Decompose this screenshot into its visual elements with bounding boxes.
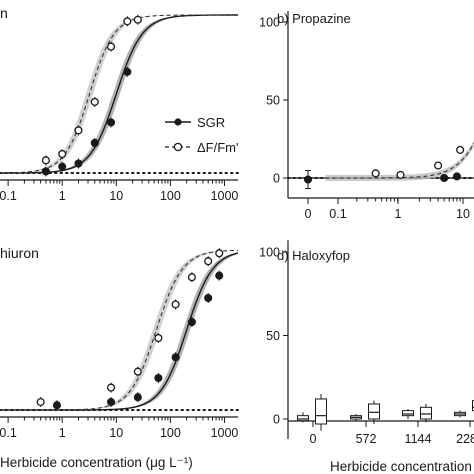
c-sgr-point: [215, 271, 224, 280]
a-sgr-point: [58, 162, 67, 171]
c-sgr-point: [154, 373, 163, 383]
b-sgr-point: [303, 175, 313, 184]
a-sgr-point: [107, 118, 116, 127]
a-dff-point: [107, 42, 116, 51]
a-dff-fit-curve: [0, 14, 238, 174]
b-dff-fit-curve: [325, 142, 474, 179]
b-x-tick-label: 0.1: [329, 207, 346, 221]
panel-b-title: b) Propazine: [277, 11, 351, 26]
c-dff-point: [107, 383, 116, 392]
c-x-tick-label: 1: [59, 426, 66, 440]
b-x-tick-label: 10: [456, 207, 470, 221]
c-sgr-point: [204, 293, 213, 303]
d-sgr-box: [402, 410, 414, 417]
a-sgr-point: [74, 159, 83, 168]
c-sgr-point: [171, 353, 180, 362]
panel-a-x-axis: 0.1 1 10 100 1000: [0, 179, 239, 203]
b-dff-point: [371, 169, 380, 178]
c-x-tick-label: 0.1: [0, 426, 17, 440]
d-sgr-box: [297, 415, 309, 422]
c-dff-point: [36, 397, 45, 407]
panel-b-x-axis: 0 0.1 1 10: [288, 197, 474, 221]
d-x-tick-label: 572: [356, 432, 377, 446]
panel-d-y-axis: 0 50 100: [259, 240, 289, 439]
panel-c: hiuron 0.1 1 10 100 1000 Herbicide concentra…: [0, 245, 239, 470]
c-sgr-point: [52, 401, 62, 410]
panel-c-title: hiuron: [0, 245, 39, 261]
c-sgr-fit-curve: [0, 252, 239, 411]
c-x-tick-label: 100: [160, 426, 181, 440]
b-dff-point: [456, 145, 465, 154]
legend-dff-label: ΔF/Fm': [197, 140, 239, 155]
d-y-tick-label: 0: [273, 413, 280, 427]
panel-c-x-axis-label: Herbicide concentration (μg L⁻¹): [0, 455, 193, 470]
b-sgr-point: [440, 173, 449, 183]
panel-d-x-axis: 0 572 1144 2287: [288, 420, 474, 446]
panel-a-title: n: [0, 5, 8, 21]
a-dff-point: [90, 97, 99, 106]
a-sgr-point: [123, 67, 132, 76]
c-dff-point: [204, 257, 213, 266]
b-y-tick-label: 0: [273, 172, 280, 186]
b-x-tick-label: 0: [305, 207, 312, 221]
c-sgr-point: [133, 393, 142, 402]
c-dff-point: [133, 367, 142, 376]
c-dff-point: [187, 273, 196, 282]
legend-sgr-label: SGR: [197, 115, 225, 130]
d-dff-box: [368, 403, 380, 420]
a-dff-point: [123, 17, 132, 26]
a-sgr-point: [41, 167, 50, 176]
panel-a: n 0.1 1 10 100 1000 SGR ΔF/Fm': [0, 5, 239, 203]
c-sgr-point: [187, 317, 196, 327]
c-dff-point: [154, 333, 163, 343]
c-x-tick-label: 10: [109, 426, 123, 440]
legend-sgr-marker: [174, 118, 182, 126]
c-dff-fit-curve: [0, 249, 238, 411]
panel-d-x-axis-label: Herbicide concentration: [330, 459, 472, 474]
c-sgr-confidence-band: [0, 252, 238, 410]
b-dff-point: [434, 161, 443, 170]
b-y-tick-label: 50: [266, 94, 280, 108]
d-dff-box: [315, 398, 327, 425]
a-x-tick-label: 10: [109, 189, 123, 203]
b-x-tick-label: 1: [395, 207, 402, 221]
b-sgr-point: [452, 172, 461, 181]
a-dff-point: [133, 15, 142, 24]
c-x-tick-label: 1000: [211, 426, 239, 440]
d-x-tick-label: 0: [310, 432, 317, 446]
d-x-tick-label: 1144: [405, 432, 432, 446]
c-sgr-point: [107, 397, 116, 407]
panel-d-title: d) Haloxyfop: [277, 248, 350, 263]
panel-a-legend: SGR ΔF/Fm': [165, 115, 239, 155]
d-y-tick-label: 100: [259, 246, 280, 260]
c-dff-point: [171, 300, 180, 309]
panel-c-x-axis: 0.1 1 10 100 1000: [0, 416, 239, 440]
a-dff-point: [58, 149, 67, 159]
c-dff-confidence-band: [0, 250, 238, 410]
legend-dff-marker: [173, 142, 183, 152]
b-y-tick-label: 100: [259, 16, 280, 30]
a-sgr-point: [90, 138, 99, 148]
d-x-tick-label: 2287: [456, 432, 474, 446]
a-x-tick-label: 100: [160, 189, 181, 203]
b-dff-point: [396, 170, 405, 179]
d-dff-box: [420, 406, 432, 420]
d-y-tick-label: 50: [266, 329, 280, 343]
a-x-tick-label: 1000: [211, 189, 239, 203]
c-dff-point: [215, 249, 224, 258]
panel-d: d) Haloxyfop 0 50 100 0 572 1144 2287 Herbici…: [259, 240, 474, 474]
b-dff-confidence-band: [325, 140, 474, 181]
a-sgr-confidence-band: [0, 15, 238, 173]
a-x-tick-label: 1: [59, 189, 66, 203]
panel-b: b) Propazine 0 50 100 0 0.1 1 10: [259, 11, 474, 221]
d-dff-box: [472, 400, 474, 412]
a-dff-point: [74, 126, 83, 135]
a-dff-point: [41, 156, 50, 165]
a-x-tick-label: 0.1: [0, 189, 17, 203]
panel-b-y-axis: 0 50 100: [259, 11, 289, 198]
